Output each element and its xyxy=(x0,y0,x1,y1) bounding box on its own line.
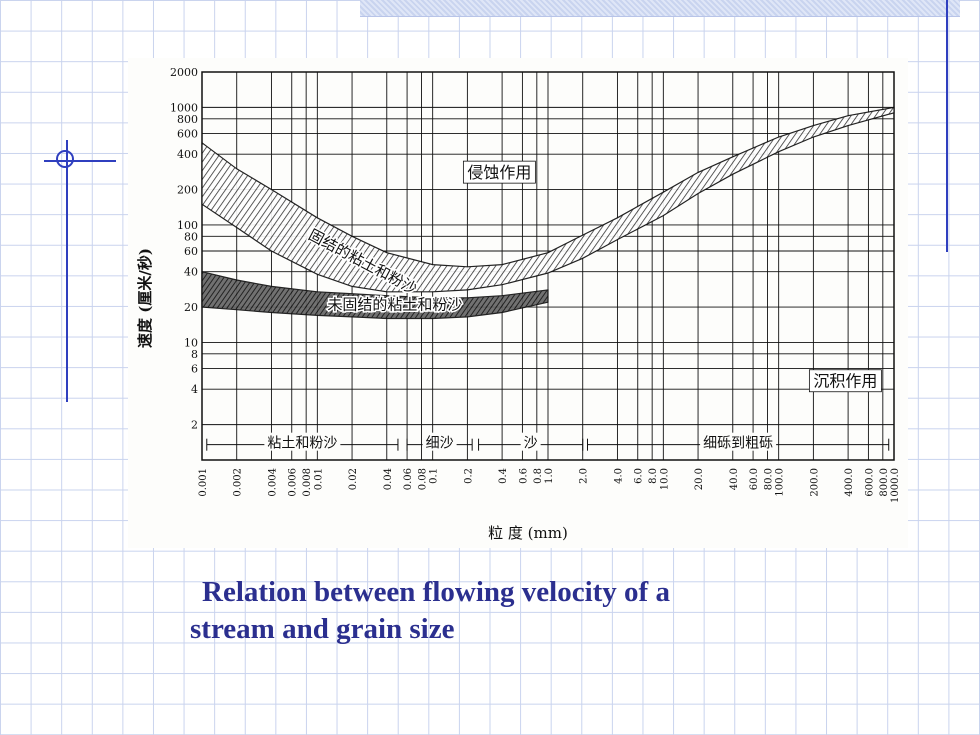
x-axis-label: 粒 度 (mm) xyxy=(488,524,568,542)
y-tick-label: 60 xyxy=(184,245,198,258)
region-annotation: 沉积作用 xyxy=(813,372,877,391)
y-tick-label: 20 xyxy=(184,301,198,314)
series-band-2 xyxy=(201,270,549,320)
x-tick-label: 10.0 xyxy=(659,468,670,490)
slide-caption: Relation between flowing velocity of a s… xyxy=(190,574,890,648)
x-tick-label: 1000.0 xyxy=(890,468,901,503)
x-tick-label: 800.0 xyxy=(879,468,890,497)
y-tick-label: 40 xyxy=(184,266,198,279)
x-tick-label: 0.02 xyxy=(348,468,359,490)
x-tick-label: 2.0 xyxy=(579,468,590,484)
size-class-label: 细砾到粗砾 xyxy=(703,436,773,452)
y-tick-label: 100 xyxy=(177,219,198,232)
chart-panel: 固结的粘土和粉沙 未固结的粘土和粉沙 2 4 6 8 10 20 40 60 80 100 200 40… xyxy=(128,58,908,548)
caption-line-1: Relation between flowing velocity of a xyxy=(202,576,670,608)
y-tick-label: 600 xyxy=(177,127,198,140)
x-tick-label: 100.0 xyxy=(775,468,786,497)
size-class-label-bg xyxy=(700,432,777,451)
x-tick-label: 0.01 xyxy=(313,468,324,490)
x-tick-label: 0.006 xyxy=(288,468,299,497)
y-tick-label: 1000 xyxy=(170,101,198,114)
caption-line-2: stream and grain size xyxy=(190,613,455,645)
x-tick-label: 0.004 xyxy=(267,468,278,497)
region-annotation: 侵蚀作用 xyxy=(467,163,531,182)
x-tick-label: 0.001 xyxy=(198,468,209,497)
y-tick-label: 2 xyxy=(191,419,198,432)
x-tick-label: 600.0 xyxy=(864,468,875,497)
x-tick-label: 0.8 xyxy=(533,468,544,484)
y-tick-label: 2000 xyxy=(170,66,198,79)
x-tick-label: 80.0 xyxy=(763,468,774,490)
y-tick-label: 800 xyxy=(177,113,198,126)
x-tick-label: 40.0 xyxy=(729,468,740,490)
x-tick-label: 1.0 xyxy=(544,468,555,484)
x-tick-label: 0.6 xyxy=(518,468,529,484)
left-decorative-tick xyxy=(44,160,116,162)
right-decorative-rule xyxy=(946,0,948,252)
x-tick-label: 4.0 xyxy=(613,468,624,484)
y-tick-label: 10 xyxy=(184,336,198,349)
x-tick-label: 0.08 xyxy=(417,468,428,490)
x-tick-label: 6.0 xyxy=(634,468,645,484)
x-tick-label: 0.002 xyxy=(233,468,244,497)
series-band-1 xyxy=(201,106,895,293)
size-class-label: 粘土和粉沙 xyxy=(267,436,337,452)
x-tick-label: 0.1 xyxy=(429,468,440,484)
y-tick-label: 400 xyxy=(177,148,198,161)
y-tick-label: 4 xyxy=(191,383,198,396)
crosshair-icon xyxy=(56,150,74,168)
y-tick-label: 200 xyxy=(177,184,198,197)
x-tick-label: 400.0 xyxy=(844,468,855,497)
x-tick-label: 0.2 xyxy=(463,468,474,484)
x-tick-label: 200.0 xyxy=(809,468,820,497)
annotation-box xyxy=(808,369,882,393)
x-tick-label: 0.04 xyxy=(383,468,394,490)
y-tick-label: 8 xyxy=(191,348,198,361)
y-tick-label: 6 xyxy=(191,363,198,376)
x-tick-label: 0.4 xyxy=(498,468,509,484)
size-class-label: 沙 xyxy=(524,436,538,452)
series-label-2: 未固结的粘土和粉沙 xyxy=(327,296,462,314)
x-tick-label: 60.0 xyxy=(749,468,760,490)
size-class-label-bg xyxy=(264,432,341,451)
x-tick-label: 20.0 xyxy=(694,468,705,490)
size-class-label-bg xyxy=(422,432,457,451)
x-tick-label: 0.008 xyxy=(302,468,313,497)
size-class-label-bg xyxy=(520,432,541,451)
x-tick-label: 0.06 xyxy=(403,468,414,490)
size-class-label: 细沙 xyxy=(426,436,454,452)
top-decorative-band xyxy=(360,0,960,17)
y-tick-label: 80 xyxy=(184,230,198,243)
y-axis-label: 速度 (厘米/秒) xyxy=(136,248,154,348)
annotation-box xyxy=(462,160,536,184)
left-decorative-rule xyxy=(66,140,68,402)
x-tick-label: 8.0 xyxy=(648,468,659,484)
